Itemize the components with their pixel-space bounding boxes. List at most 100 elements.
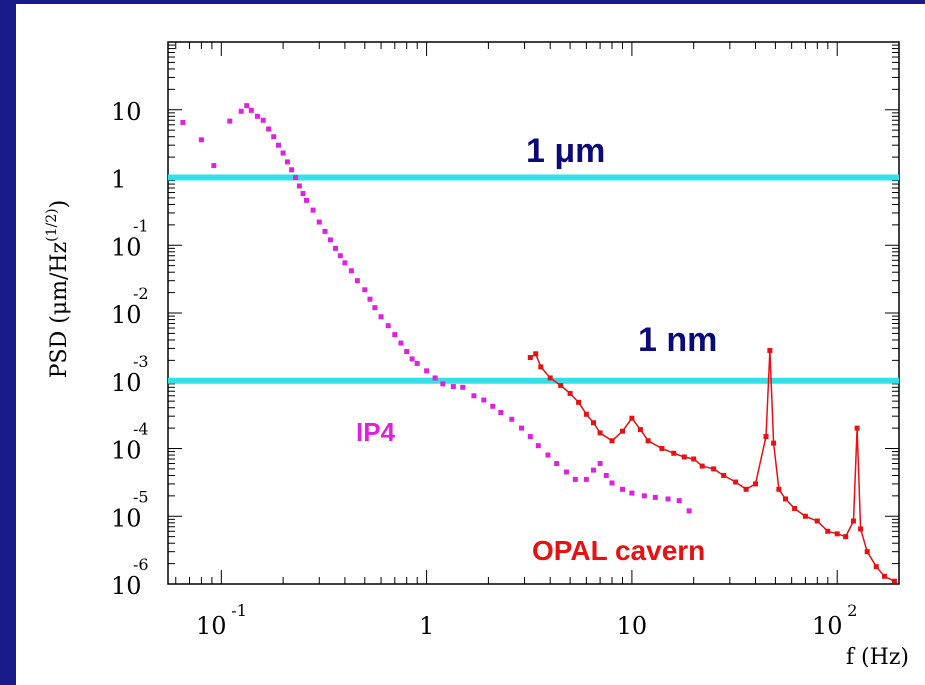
ip4-point	[322, 228, 328, 234]
y-tick-label: 1	[111, 166, 126, 194]
ip4-point	[378, 314, 384, 320]
ip4-point	[280, 150, 286, 156]
y-tick-label: 10-5	[111, 487, 149, 532]
ip4-point	[554, 461, 560, 467]
opal-cavern-point	[767, 347, 773, 353]
ip4-point	[471, 393, 477, 399]
ip4-point	[432, 375, 438, 381]
opal-cavern-point	[854, 425, 860, 431]
x-tick-label: 1	[419, 612, 434, 640]
ip4-point	[296, 183, 302, 189]
ip4-point	[293, 175, 299, 180]
y-tick-label: 10-3	[111, 352, 149, 397]
opal-cavern-point	[891, 578, 897, 584]
y-tick-mantissa: 1	[111, 166, 126, 194]
ip4-point	[686, 508, 692, 514]
ip4-point	[367, 296, 373, 302]
opal-cavern-point	[814, 518, 820, 524]
annotation-1um: 1 μm	[526, 132, 605, 170]
ip4-point	[450, 384, 456, 390]
ip4-point	[271, 134, 277, 140]
opal-cavern-point	[825, 528, 831, 534]
annotation-1nm: 1 nm	[638, 321, 717, 359]
ip4-point	[327, 237, 333, 243]
ip4-series	[180, 103, 692, 514]
opal-cavern-point	[733, 479, 739, 485]
ip4-point	[404, 349, 410, 355]
y-axis-title: PSD (μm/Hz(1/2))	[44, 200, 72, 379]
opal-cavern-point	[671, 450, 677, 456]
annotation-ip4: IP4	[356, 417, 396, 447]
ip4-point	[316, 219, 322, 225]
opal-cavern-point	[743, 486, 749, 492]
y-tick-mantissa: 10	[111, 572, 142, 600]
ip4-point	[211, 163, 217, 169]
ip4-point	[629, 490, 635, 496]
y-tick-mantissa: 10	[111, 301, 142, 329]
x-tick-mantissa: 10	[812, 612, 843, 640]
ip4-point	[590, 467, 596, 473]
ip4-point	[414, 360, 420, 366]
ip4-point	[354, 278, 360, 284]
y-tick-mantissa: 10	[111, 98, 142, 126]
ip4-point	[509, 416, 515, 422]
opal-cavern-point	[567, 390, 573, 396]
opal-cavern-point	[645, 438, 651, 444]
ip4-point	[337, 253, 343, 259]
y-tick-label: 10-4	[111, 420, 149, 465]
ip4-point	[300, 191, 306, 197]
opal-cavern-point	[629, 415, 635, 421]
opal-cavern-point	[783, 496, 789, 502]
ip4-point	[284, 159, 290, 165]
ip4-point	[392, 332, 398, 338]
ip4-point	[527, 434, 533, 440]
ip4-point	[385, 323, 391, 329]
opal-cavern-point	[843, 534, 849, 540]
y-tick-exponent: -3	[133, 352, 149, 371]
y-tick-label: 10-6	[111, 555, 149, 600]
y-tick-mantissa: 10	[111, 369, 142, 397]
ip4-point	[362, 287, 368, 293]
ip4-point	[498, 409, 504, 415]
opal-cavern-point	[711, 466, 717, 472]
ip4-point	[424, 368, 430, 374]
y-tick-exponent: -4	[133, 420, 149, 439]
ip4-point	[440, 381, 446, 387]
opal-cavern-point	[590, 420, 596, 426]
y-tick-exponent: -1	[133, 216, 149, 235]
ip4-point	[266, 126, 272, 132]
ip4-point	[198, 137, 204, 143]
y-tick-label: 10-1	[111, 216, 149, 261]
opal-cavern-point	[558, 383, 564, 389]
opal-cavern-point	[533, 351, 539, 357]
opal-cavern-point	[527, 355, 533, 361]
ip4-point	[641, 493, 647, 499]
ip4-point	[583, 476, 589, 482]
y-axis-title-main: PSD (μm/Hz	[47, 242, 72, 378]
ip4-point	[276, 142, 282, 148]
opal-cavern-point	[776, 486, 782, 492]
opal-cavern-point	[834, 531, 840, 537]
x-tick-mantissa: 10	[617, 612, 648, 640]
ip4-point	[572, 476, 578, 482]
y-tick-label: 10	[111, 98, 142, 126]
ip4-point	[238, 108, 244, 114]
plot-area-border	[167, 41, 900, 585]
x-tick-exponent: 2	[847, 601, 857, 620]
opal-cavern-point	[873, 564, 879, 570]
ip4-point	[620, 486, 626, 492]
ip4-point	[460, 384, 466, 390]
y-axis-title-exp: (1/2)	[44, 208, 60, 241]
y-axis-title-close: )	[47, 200, 72, 209]
x-tick-label: 10	[617, 612, 648, 640]
y-tick-exponent: -6	[133, 555, 149, 574]
ip4-point	[244, 103, 250, 109]
y-tick-mantissa: 10	[111, 437, 142, 465]
x-tick-label: 10-1	[196, 601, 247, 640]
ip4-point	[227, 118, 233, 124]
ip4-point	[310, 207, 316, 213]
opal-cavern-point	[721, 472, 727, 478]
x-tick-labels: 10-11 10 102	[196, 601, 857, 640]
minor-ticks	[168, 42, 900, 585]
